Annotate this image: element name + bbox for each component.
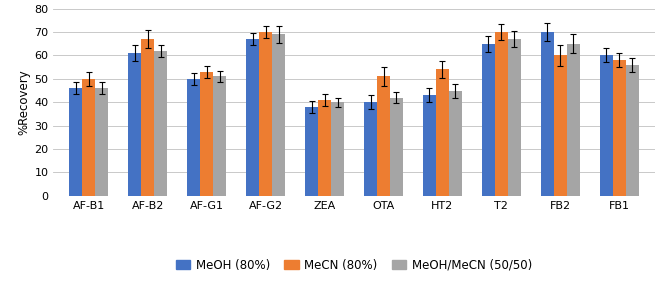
Bar (272, 34, 285, 196)
Bar (541, 32, 554, 196)
Bar (449, 90, 462, 196)
Bar (154, 51, 167, 196)
Bar (364, 102, 377, 196)
Bar (495, 32, 508, 196)
Bar (141, 39, 154, 196)
Bar (246, 39, 259, 196)
Bar (305, 107, 318, 196)
Bar (508, 39, 521, 196)
Bar (567, 44, 580, 196)
Bar (128, 53, 141, 196)
Bar (213, 77, 226, 196)
Y-axis label: %Recovery: %Recovery (17, 69, 30, 135)
Bar (377, 77, 390, 196)
Bar (318, 100, 331, 196)
Bar (200, 72, 213, 196)
Bar (554, 55, 567, 196)
Bar (436, 69, 449, 196)
Bar (96, 88, 108, 196)
Bar (423, 95, 436, 196)
Bar (482, 44, 495, 196)
Bar (69, 88, 82, 196)
Bar (600, 55, 613, 196)
Bar (626, 65, 639, 196)
Bar (390, 98, 403, 196)
Bar (187, 79, 200, 196)
Bar (259, 32, 272, 196)
Legend: MeOH (80%), MeCN (80%), MeOH/MeCN (50/50): MeOH (80%), MeCN (80%), MeOH/MeCN (50/50… (171, 254, 537, 276)
Bar (82, 79, 96, 196)
Bar (613, 60, 626, 196)
Bar (331, 102, 344, 196)
